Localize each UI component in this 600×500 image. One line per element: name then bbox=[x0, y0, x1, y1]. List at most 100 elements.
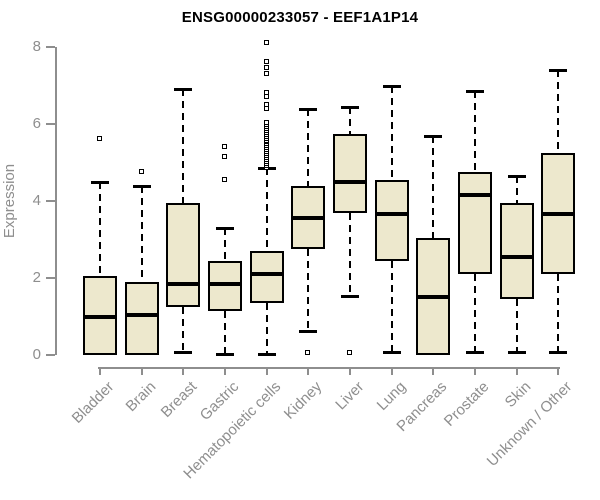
outlier-point bbox=[305, 350, 311, 356]
lower-whisker-line bbox=[474, 274, 477, 354]
upper-whisker-cap bbox=[507, 174, 526, 178]
median-line bbox=[416, 295, 451, 300]
upper-whisker-cap bbox=[132, 184, 151, 188]
y-axis-tick bbox=[46, 354, 55, 356]
median-line bbox=[249, 272, 284, 277]
median-line bbox=[124, 312, 159, 317]
outlier-point bbox=[97, 136, 102, 142]
y-axis-tick bbox=[46, 277, 55, 279]
box-iqr bbox=[499, 202, 534, 300]
upper-whisker-line bbox=[474, 91, 477, 173]
upper-whisker-cap bbox=[91, 180, 109, 184]
x-axis-tick bbox=[390, 367, 393, 375]
outlier-point bbox=[138, 169, 144, 175]
x-axis-tick bbox=[557, 367, 560, 375]
outlier-point bbox=[222, 144, 227, 150]
x-axis-tick bbox=[224, 367, 226, 375]
y-axis-tick bbox=[46, 200, 55, 202]
outlier-point bbox=[263, 101, 269, 107]
upper-whisker-cap bbox=[549, 69, 568, 73]
upper-whisker-cap bbox=[174, 88, 193, 92]
upper-whisker-line bbox=[265, 168, 268, 252]
lower-whisker-cap bbox=[382, 351, 401, 355]
x-axis-tick bbox=[515, 367, 518, 375]
x-axis-tick bbox=[307, 367, 310, 375]
box-iqr bbox=[166, 202, 201, 307]
lower-whisker-line bbox=[182, 306, 185, 354]
upper-whisker-cap bbox=[466, 90, 485, 94]
upper-whisker-line bbox=[224, 227, 226, 261]
x-axis-line bbox=[98, 367, 561, 369]
outlier-point bbox=[263, 59, 269, 65]
lower-whisker-cap bbox=[549, 351, 568, 355]
y-axis-tick-label: 0 bbox=[32, 346, 41, 363]
outlier-point bbox=[263, 120, 269, 126]
x-axis-tick bbox=[99, 367, 101, 375]
upper-whisker-line bbox=[307, 108, 310, 186]
upper-whisker-cap bbox=[341, 105, 360, 109]
box-iqr bbox=[374, 179, 409, 261]
lower-whisker-line bbox=[515, 299, 518, 354]
y-axis-tick bbox=[46, 46, 55, 48]
x-axis-category-label: Unknown / Other bbox=[484, 378, 576, 470]
upper-whisker-line bbox=[557, 70, 560, 153]
outlier-point bbox=[263, 40, 269, 46]
lower-whisker-cap bbox=[299, 329, 318, 333]
median-line bbox=[291, 216, 326, 221]
x-axis-tick bbox=[349, 367, 352, 375]
median-line bbox=[541, 212, 576, 217]
upper-whisker-line bbox=[390, 85, 393, 180]
lower-whisker-line bbox=[224, 310, 226, 355]
y-axis-tick-label: 6 bbox=[32, 115, 41, 132]
x-axis-tick bbox=[265, 367, 268, 375]
lower-whisker-line bbox=[265, 303, 268, 355]
outlier-point bbox=[263, 90, 269, 96]
lower-whisker-cap bbox=[216, 353, 234, 356]
box-iqr bbox=[124, 281, 159, 355]
median-line bbox=[499, 254, 534, 259]
y-axis-tick-label: 4 bbox=[32, 192, 41, 209]
outlier-point bbox=[263, 65, 269, 71]
median-line bbox=[333, 179, 368, 184]
upper-whisker-line bbox=[140, 185, 143, 282]
upper-whisker-line bbox=[432, 135, 435, 238]
median-line bbox=[374, 212, 409, 217]
lower-whisker-cap bbox=[507, 351, 526, 355]
box-iqr bbox=[333, 133, 368, 213]
median-line bbox=[208, 281, 242, 286]
upper-whisker-cap bbox=[424, 134, 443, 138]
chart-title: ENSG00000233057 - EEF1A1P14 bbox=[181, 9, 419, 26]
lower-whisker-line bbox=[557, 274, 560, 354]
lower-whisker-line bbox=[390, 260, 393, 354]
upper-whisker-line bbox=[182, 89, 185, 203]
x-axis-tick bbox=[182, 367, 185, 375]
y-axis-tick-label: 8 bbox=[32, 38, 41, 55]
y-axis-tick bbox=[46, 123, 55, 125]
outlier-point bbox=[263, 70, 269, 76]
lower-whisker-cap bbox=[257, 353, 276, 356]
median-line bbox=[458, 193, 493, 198]
median-line bbox=[166, 281, 201, 286]
y-axis-line bbox=[55, 47, 57, 355]
outlier-point bbox=[222, 153, 227, 159]
lower-whisker-cap bbox=[466, 351, 485, 355]
lower-whisker-line bbox=[349, 212, 352, 298]
upper-whisker-cap bbox=[216, 226, 234, 230]
lower-whisker-cap bbox=[341, 295, 360, 299]
lower-whisker-cap bbox=[174, 351, 193, 355]
x-axis-tick bbox=[432, 367, 435, 375]
upper-whisker-line bbox=[349, 106, 352, 134]
x-axis-tick bbox=[140, 367, 143, 375]
x-axis-tick bbox=[474, 367, 477, 375]
upper-whisker-cap bbox=[299, 107, 318, 111]
outlier-point bbox=[222, 176, 227, 182]
median-line bbox=[83, 314, 117, 319]
y-axis-tick-label: 2 bbox=[32, 269, 41, 286]
upper-whisker-line bbox=[99, 181, 101, 277]
box-iqr bbox=[458, 172, 493, 275]
lower-whisker-line bbox=[307, 249, 310, 332]
box-iqr bbox=[249, 251, 284, 304]
outlier-point bbox=[347, 350, 353, 356]
